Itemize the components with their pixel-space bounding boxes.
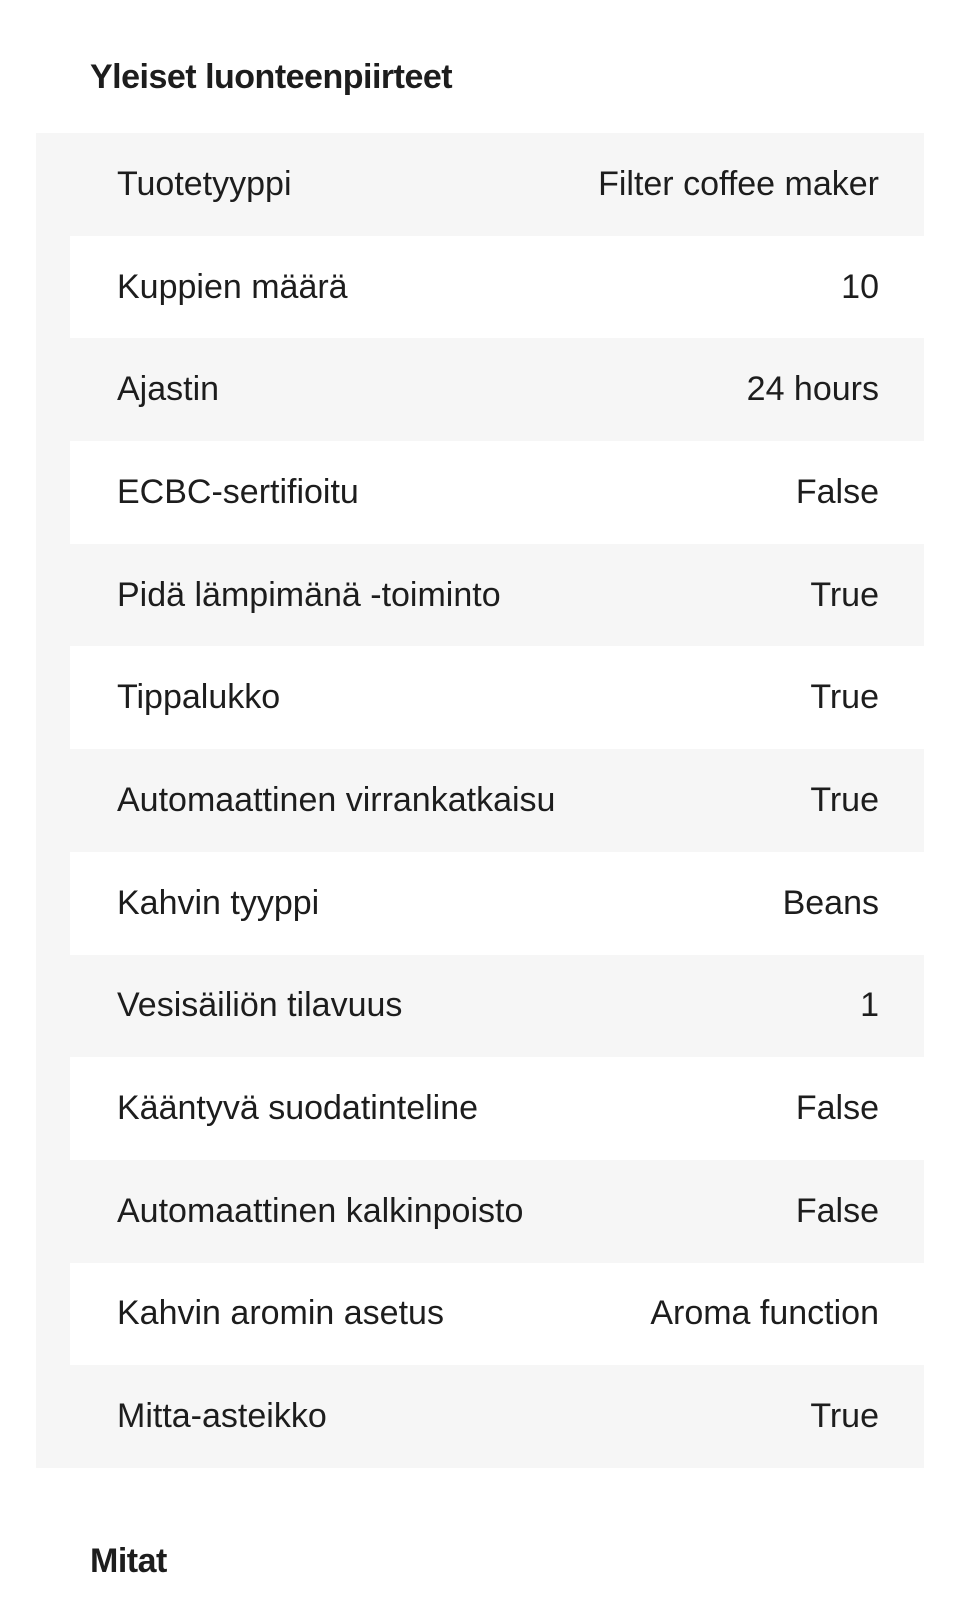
- spec-row-label: Kuppien määrä: [117, 267, 348, 306]
- section-title-dimensions: Mitat: [90, 1542, 167, 1580]
- spec-row-label: Vesisäiliön tilavuus: [117, 986, 403, 1025]
- spec-row: Kuppien määrä 10: [70, 235, 924, 339]
- spec-row-value: True: [810, 678, 879, 717]
- spec-row: Pidä lämpimänä -toiminto True: [36, 544, 924, 647]
- spec-row: Kääntyvä suodatinteline False: [70, 1057, 924, 1160]
- spec-row-value: 24 hours: [746, 370, 879, 409]
- spec-row: Kahvin aromin asetus Aroma function: [70, 1262, 924, 1366]
- section-title-general-characteristics: Yleiset luonteenpiirteet: [90, 58, 453, 96]
- spec-row-value: False: [795, 1089, 879, 1128]
- spec-row: Automaattinen kalkinpoisto False: [36, 1160, 924, 1263]
- spec-row-value: Aroma function: [650, 1294, 879, 1333]
- spec-row-value: Beans: [782, 883, 879, 922]
- spec-row-label: Mitta-asteikko: [117, 1397, 327, 1436]
- spec-row: Ajastin 24 hours: [36, 338, 924, 441]
- spec-row-value: True: [810, 575, 879, 614]
- spec-row-label: Automaattinen kalkinpoisto: [117, 1191, 524, 1230]
- spec-row: Automaattinen virrankatkaisu True: [36, 749, 924, 852]
- spec-row: Tuotetyyppi Filter coffee maker: [36, 133, 924, 236]
- spec-row-value: True: [810, 780, 879, 819]
- spec-row: Vesisäiliön tilavuus 1: [36, 955, 924, 1058]
- spec-row-value: False: [795, 472, 879, 511]
- spec-row-label: Kahvin tyyppi: [117, 883, 320, 922]
- spec-row-label: Ajastin: [117, 370, 220, 409]
- spec-row-value: 1: [860, 986, 879, 1025]
- spec-row-value: False: [795, 1191, 879, 1230]
- spec-row-value: True: [810, 1397, 879, 1436]
- spec-row-label: Tuotetyyppi: [117, 164, 292, 203]
- spec-row-label: Pidä lämpimänä -toiminto: [117, 575, 501, 614]
- spec-row-label: ECBC-sertifioitu: [117, 472, 359, 511]
- spec-row-value: 10: [841, 267, 879, 306]
- spec-row-value: Filter coffee maker: [598, 164, 879, 203]
- spec-row: Kahvin tyyppi Beans: [70, 851, 924, 955]
- spec-row-label: Kahvin aromin asetus: [117, 1294, 444, 1333]
- spec-row-label: Tippalukko: [117, 678, 281, 717]
- spec-row: Tippalukko True: [70, 646, 924, 750]
- spec-row-label: Automaattinen virrankatkaisu: [117, 780, 556, 819]
- spec-row-label: Kääntyvä suodatinteline: [117, 1089, 479, 1128]
- spec-row: ECBC-sertifioitu False: [70, 441, 924, 544]
- spec-table: Tuotetyyppi Filter coffee maker Kuppien mä…: [36, 133, 924, 1468]
- spec-row: Mitta-asteikko True: [36, 1365, 924, 1468]
